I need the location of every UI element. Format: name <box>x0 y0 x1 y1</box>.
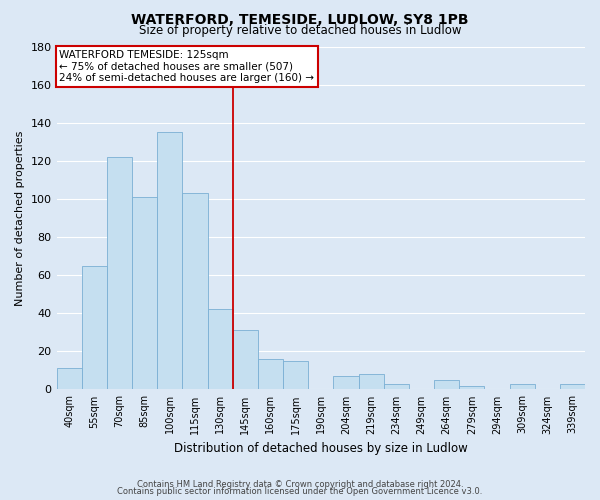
Bar <box>560 384 585 390</box>
Bar <box>157 132 182 390</box>
Text: Size of property relative to detached houses in Ludlow: Size of property relative to detached ho… <box>139 24 461 37</box>
Bar <box>434 380 459 390</box>
Bar <box>283 361 308 390</box>
Bar <box>208 310 233 390</box>
Text: Contains HM Land Registry data © Crown copyright and database right 2024.: Contains HM Land Registry data © Crown c… <box>137 480 463 489</box>
Bar <box>459 386 484 390</box>
Bar <box>56 368 82 390</box>
Bar <box>383 384 409 390</box>
Text: WATERFORD TEMESIDE: 125sqm
← 75% of detached houses are smaller (507)
24% of sem: WATERFORD TEMESIDE: 125sqm ← 75% of deta… <box>59 50 314 83</box>
X-axis label: Distribution of detached houses by size in Ludlow: Distribution of detached houses by size … <box>174 442 467 455</box>
Bar <box>82 266 107 390</box>
Bar <box>107 157 132 390</box>
Text: WATERFORD, TEMESIDE, LUDLOW, SY8 1PB: WATERFORD, TEMESIDE, LUDLOW, SY8 1PB <box>131 12 469 26</box>
Bar <box>334 376 359 390</box>
Bar <box>509 384 535 390</box>
Y-axis label: Number of detached properties: Number of detached properties <box>15 130 25 306</box>
Text: Contains public sector information licensed under the Open Government Licence v3: Contains public sector information licen… <box>118 487 482 496</box>
Bar <box>233 330 258 390</box>
Bar <box>258 359 283 390</box>
Bar <box>182 193 208 390</box>
Bar <box>132 197 157 390</box>
Bar <box>359 374 383 390</box>
